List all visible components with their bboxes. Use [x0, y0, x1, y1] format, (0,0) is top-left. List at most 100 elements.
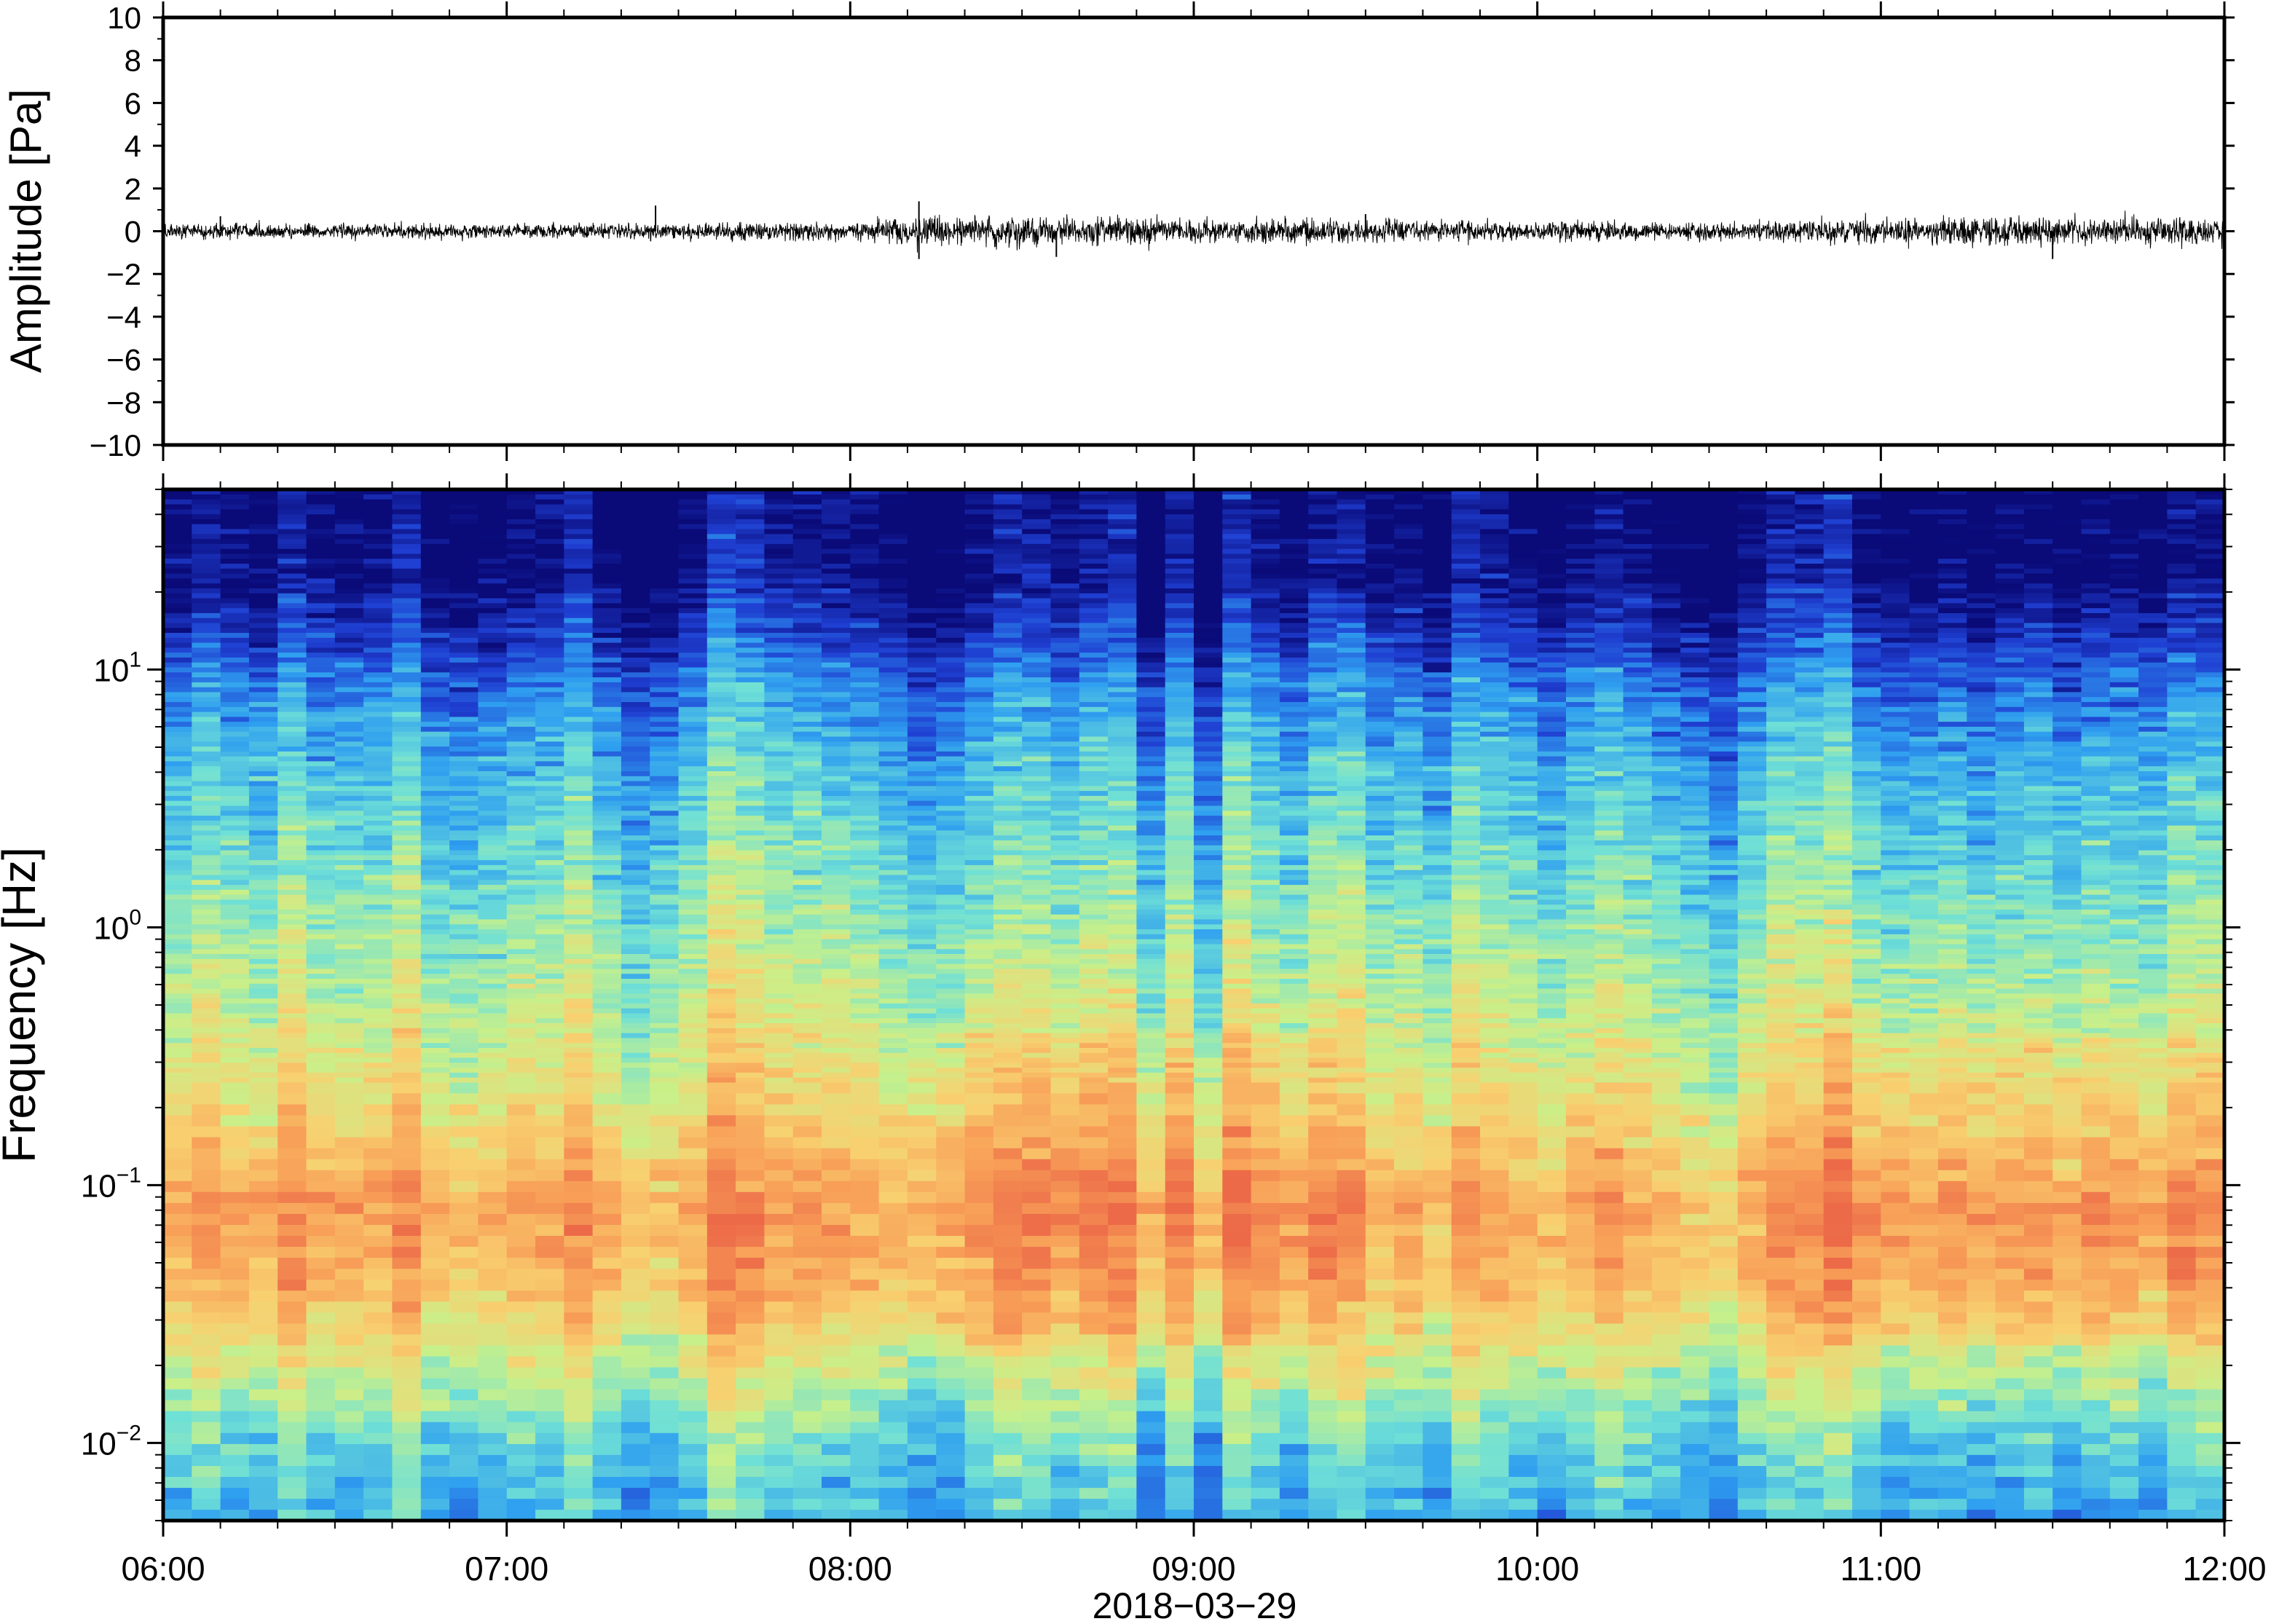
spectrogram-cell: [535, 1047, 564, 1053]
spectrogram-cell: [993, 1017, 1023, 1023]
spectrogram-cell: [850, 810, 880, 816]
spectrogram-cell: [764, 820, 794, 826]
spectrogram-cell: [878, 666, 908, 673]
spectrogram-cell: [878, 558, 908, 564]
spectrogram-cell: [163, 1003, 192, 1009]
spectrogram-cell: [564, 1411, 594, 1422]
spectrogram-cell: [1022, 1148, 1052, 1159]
spectrogram-cell: [792, 943, 822, 950]
spectrogram-cell: [736, 1290, 765, 1302]
spectrogram-cell: [822, 548, 851, 554]
spectrogram-cell: [535, 642, 564, 648]
spectrogram-cell: [478, 538, 508, 544]
spectrogram-cell: [736, 785, 765, 792]
spectrogram-cell: [306, 662, 336, 668]
spectrogram-cell: [564, 627, 594, 633]
spectrogram-cell: [993, 513, 1023, 519]
spectrogram-cell: [278, 760, 307, 767]
spectrogram-cell: [564, 825, 594, 831]
spectrogram-cell: [449, 810, 479, 816]
spectrogram-cell: [878, 1067, 908, 1073]
spectrogram-cell: [936, 785, 966, 792]
spectrogram-cell: [220, 524, 250, 529]
spectrogram-cell: [334, 1191, 364, 1203]
spectrogram-cell: [334, 632, 364, 638]
spectrogram-cell: [878, 1202, 908, 1214]
waveform-y-tick-label: 10: [107, 1, 141, 35]
spectrogram-cell: [220, 647, 250, 653]
spectrogram-cell: [850, 1246, 880, 1258]
spectrogram-cell: [650, 904, 680, 910]
spectrogram-cell: [736, 1003, 765, 1009]
spectrogram-cell: [878, 1454, 908, 1466]
spectrogram-cell: [449, 785, 479, 792]
spectrogram-cell: [478, 1057, 508, 1063]
spectrogram-cell: [163, 508, 192, 515]
spectrogram-cell: [850, 1148, 880, 1159]
spectrogram-cell: [592, 1042, 622, 1048]
spectrogram-cell: [936, 1081, 966, 1094]
spectrogram-cell: [248, 923, 278, 930]
spectrogram-cell: [220, 1047, 250, 1053]
spectrogram-cell: [678, 790, 708, 796]
spectrogram-cell: [363, 1422, 393, 1433]
spectrogram-cell: [764, 899, 794, 905]
spectrogram-cell: [764, 1126, 794, 1138]
spectrogram-cell: [478, 1290, 508, 1302]
spectrogram-cell: [220, 513, 250, 519]
spectrogram-cell: [478, 1400, 508, 1411]
spectrogram-cell: [764, 770, 794, 776]
spectrogram-cell: [678, 904, 708, 910]
spectrogram-cell: [278, 618, 307, 623]
spectrogram-cell: [936, 998, 966, 1004]
spectrogram-cell: [764, 1290, 794, 1302]
spectrogram-cell: [564, 696, 594, 702]
spectrogram-cell: [564, 499, 594, 505]
spectrogram-cell: [449, 894, 479, 900]
spectrogram-cell: [678, 781, 708, 787]
spectrogram-cell: [764, 543, 794, 549]
spectrogram-cell: [936, 894, 966, 900]
spectrogram-cell: [707, 1301, 736, 1313]
spectrogram-cell: [506, 1279, 536, 1291]
spectrogram-cell: [163, 1180, 192, 1192]
spectrogram-cell: [792, 825, 822, 831]
spectrogram-cell: [850, 1487, 880, 1499]
spectrogram-cell: [707, 874, 736, 880]
spectrogram-cell: [306, 1047, 336, 1053]
spectrogram-cell: [822, 1312, 851, 1324]
spectrogram-cell: [478, 573, 508, 579]
spectrogram-cell: [306, 538, 336, 544]
spectrogram-cell: [850, 637, 880, 643]
spectrogram-cell: [850, 756, 880, 762]
spectrogram-cell: [650, 1092, 680, 1105]
spectrogram-cell: [907, 943, 937, 950]
spectrogram-cell: [621, 849, 650, 856]
spectrogram-cell: [993, 1028, 1023, 1033]
spectrogram-cell: [478, 627, 508, 633]
spectrogram-cell: [993, 1159, 1023, 1170]
spectrogram-cell: [506, 765, 536, 771]
spectrogram-cell: [707, 1344, 736, 1357]
spectrogram-cell: [764, 1301, 794, 1313]
spectrogram-cell: [850, 1115, 880, 1127]
spectrogram-cell: [449, 1422, 479, 1433]
spectrogram-cell: [478, 657, 508, 663]
spectrogram-cell: [621, 845, 650, 851]
spectrogram-cell: [707, 736, 736, 742]
spectrogram-cell: [506, 943, 536, 950]
spectrogram-cell: [478, 1323, 508, 1335]
spectrogram-cell: [392, 795, 422, 801]
spectrogram-cell: [420, 983, 450, 989]
spectrogram-cell: [764, 1017, 794, 1023]
spectrogram-cell: [850, 1389, 880, 1400]
spectrogram-cell: [334, 1443, 364, 1455]
spectrogram-cell: [964, 528, 994, 535]
spectrogram-cell: [535, 622, 564, 628]
spectrogram-cell: [506, 578, 536, 584]
spectrogram-cell: [334, 504, 364, 510]
spectrogram-cell: [707, 939, 736, 945]
spectrogram-cell: [163, 682, 192, 687]
spectrogram-cell: [822, 1017, 851, 1023]
spectrogram-cell: [592, 721, 622, 727]
